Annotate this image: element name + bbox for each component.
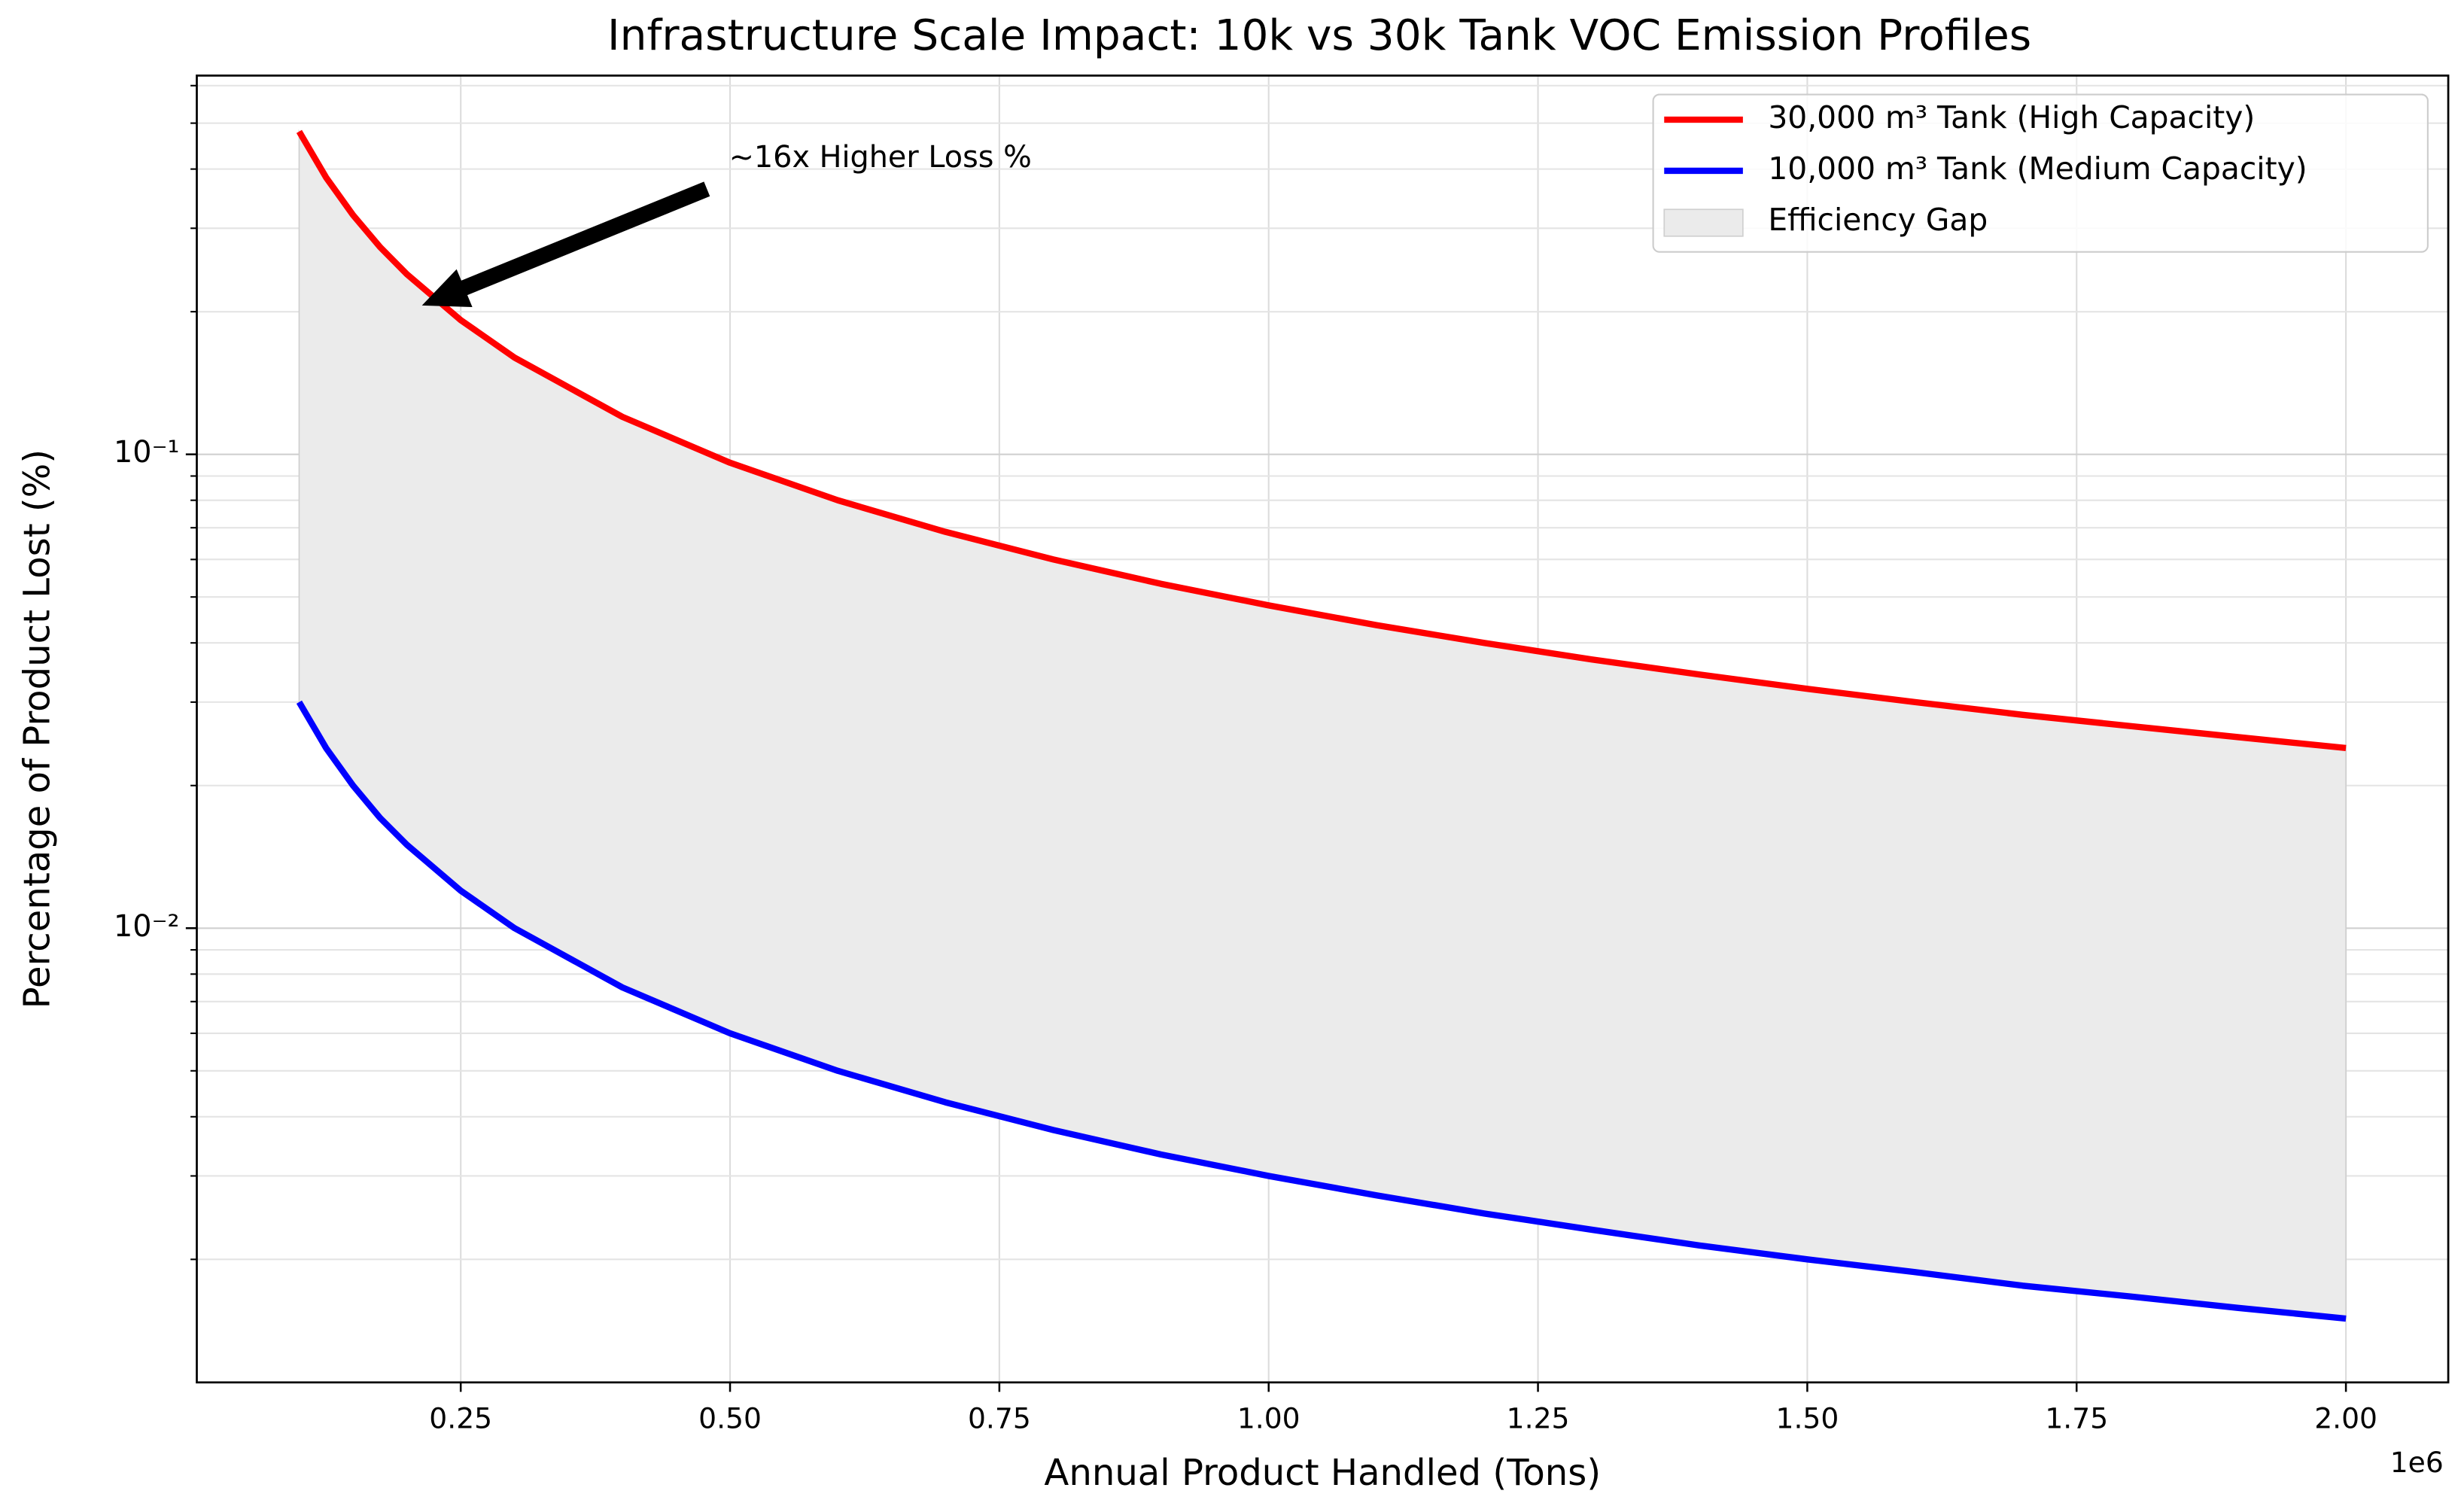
annotation-arrow-head xyxy=(421,269,473,307)
plot-area xyxy=(296,129,2347,1322)
x-tick-label: 0.75 xyxy=(968,1402,1031,1435)
y-tick-label: 10⁻² xyxy=(114,909,179,944)
axes-frame xyxy=(196,75,2450,1384)
x-tick-label: 0.50 xyxy=(698,1402,762,1435)
x-tick-label: 1.50 xyxy=(1776,1402,1839,1435)
series-line xyxy=(296,700,2347,1322)
x-tick-label: 1.25 xyxy=(1507,1402,1570,1435)
legend-label: 10,000 m³ Tank (Medium Capacity) xyxy=(1768,151,2307,187)
annotation-arrow-shaft xyxy=(456,181,710,297)
legend-label: 30,000 m³ Tank (High Capacity) xyxy=(1768,99,2255,135)
annotation-text: ~16x Higher Loss % xyxy=(729,140,1032,175)
chart-title: Infrastructure Scale Impact: 10k vs 30k … xyxy=(607,11,2031,60)
x-tick-label: 1.75 xyxy=(2045,1402,2108,1435)
legend: 30,000 m³ Tank (High Capacity) 10,000 m³ … xyxy=(1652,93,2429,253)
x-tick-label: 0.25 xyxy=(429,1402,492,1435)
y-axis-label: Percentage of Product Lost (%) xyxy=(16,449,58,1009)
x-axis-label: Annual Product Handled (Tons) xyxy=(1044,1452,1601,1494)
legend-label: Efficiency Gap xyxy=(1768,202,1988,238)
legend-swatch xyxy=(1663,208,1744,237)
series-line xyxy=(296,129,2347,752)
annotation-group: ~16x Higher Loss % xyxy=(421,140,1032,307)
x-tick-label: 2.00 xyxy=(2314,1402,2377,1435)
legend-box xyxy=(1652,93,2429,253)
y-tick-label: 10⁻¹ xyxy=(114,435,179,470)
x-tick-label: 1.00 xyxy=(1237,1402,1300,1435)
x-offset-label: 1e6 xyxy=(2390,1446,2444,1479)
